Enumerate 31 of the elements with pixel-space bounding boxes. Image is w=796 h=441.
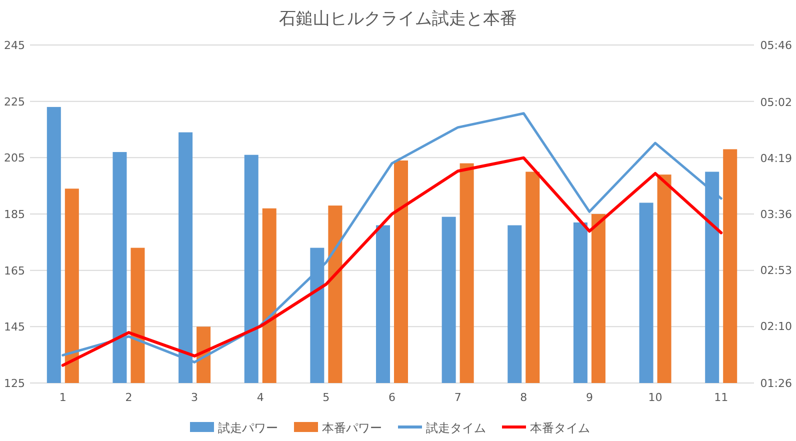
y-tick-label: 245 bbox=[4, 39, 25, 52]
y2-tick-label: 04:19 bbox=[760, 152, 792, 166]
y2-tick-label: 01:26 bbox=[760, 377, 792, 390]
legend-label: 試走タイム bbox=[426, 421, 486, 435]
x-tick-label: 6 bbox=[388, 391, 396, 404]
x-tick-label: 1 bbox=[59, 391, 66, 404]
x-tick-label: 7 bbox=[454, 391, 462, 404]
y-tick-label: 165 bbox=[4, 264, 25, 278]
line-series bbox=[61, 156, 723, 367]
x-tick-label: 2 bbox=[125, 391, 132, 404]
x-tick-label: 8 bbox=[520, 391, 528, 404]
y-tick-label: 185 bbox=[4, 208, 25, 221]
chart-title: 石鎚山ヒルクライム試走と本番 bbox=[279, 9, 517, 29]
x-tick-label: 10 bbox=[648, 391, 662, 404]
y-tick-label: 145 bbox=[4, 320, 25, 334]
x-tick-label: 11 bbox=[714, 391, 728, 404]
y-tick-label: 225 bbox=[4, 95, 25, 108]
legend-label: 本番パワー bbox=[322, 421, 382, 435]
legend-label: 試走パワー bbox=[218, 421, 278, 435]
legend-label: 本番タイム bbox=[530, 421, 590, 435]
y2-tick-label: 05:02 bbox=[760, 96, 792, 110]
y-tick-label: 125 bbox=[4, 377, 25, 390]
y2-tick-label: 05:46 bbox=[760, 39, 792, 52]
y2-tick-label: 02:10 bbox=[760, 320, 792, 333]
y-tick-label: 205 bbox=[4, 152, 25, 165]
x-tick-label: 5 bbox=[322, 391, 330, 404]
x-tick-label: 4 bbox=[256, 391, 264, 404]
x-tick-label: 9 bbox=[586, 391, 593, 404]
x-tick-label: 3 bbox=[191, 391, 198, 404]
y2-tick-label: 03:36 bbox=[760, 208, 792, 221]
y2-tick-label: 02:53 bbox=[760, 264, 792, 277]
